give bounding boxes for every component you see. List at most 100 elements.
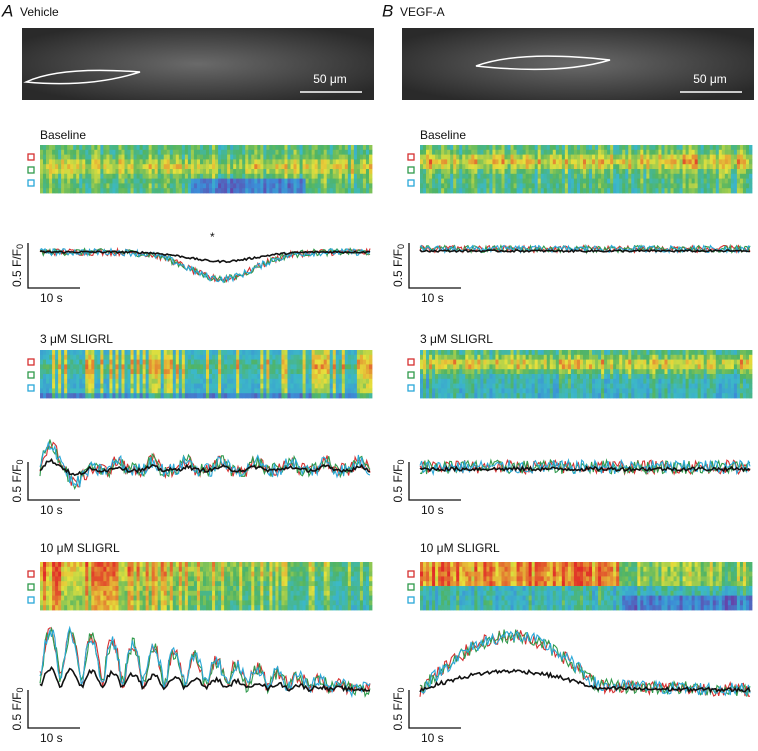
kymograph-pixel bbox=[281, 364, 284, 369]
kymograph-pixel bbox=[191, 605, 194, 610]
kymograph-pixel bbox=[97, 567, 100, 572]
kymograph-pixel bbox=[233, 384, 236, 389]
kymograph-pixel bbox=[269, 150, 272, 155]
kymograph-pixel bbox=[40, 159, 43, 164]
kymograph-pixel bbox=[291, 562, 294, 567]
kymograph-pixel bbox=[281, 384, 284, 389]
kymograph-pixel bbox=[520, 393, 523, 398]
kymograph-pixel bbox=[206, 159, 209, 164]
kymograph-pixel bbox=[149, 567, 152, 572]
kymograph-pixel bbox=[321, 369, 324, 374]
kymograph-pixel bbox=[480, 179, 483, 184]
kymograph-pixel bbox=[212, 576, 215, 581]
kymograph-pixel bbox=[254, 600, 257, 605]
kymograph-pixel bbox=[664, 164, 667, 169]
kymograph-pixel bbox=[79, 388, 82, 393]
kymograph-pixel bbox=[486, 174, 489, 179]
kymograph-pixel bbox=[224, 567, 227, 572]
kymograph-pixel bbox=[227, 388, 230, 393]
kymograph-pixel bbox=[58, 364, 61, 369]
kymograph-pixel bbox=[134, 174, 137, 179]
kymograph-pixel bbox=[511, 393, 514, 398]
kymograph-pixel bbox=[568, 360, 571, 365]
kymograph-pixel bbox=[345, 605, 348, 610]
kymograph-pixel bbox=[306, 379, 309, 384]
kymograph-pixel bbox=[227, 164, 230, 169]
kymograph-pixel bbox=[592, 145, 595, 150]
kymograph-pixel bbox=[206, 350, 209, 355]
kymograph-pixel bbox=[468, 393, 471, 398]
kymograph-pixel bbox=[559, 179, 562, 184]
kymograph-pixel bbox=[701, 155, 704, 160]
kymograph-pixel bbox=[646, 188, 649, 193]
kymograph-pixel bbox=[242, 155, 245, 160]
kymograph-pixel bbox=[209, 393, 212, 398]
kymograph-pixel bbox=[505, 179, 508, 184]
kymograph-pixel bbox=[680, 183, 683, 188]
kymograph-pixel bbox=[82, 369, 85, 374]
kymograph-pixel bbox=[182, 591, 185, 596]
kymograph-pixel bbox=[275, 350, 278, 355]
kymograph-pixel bbox=[64, 586, 67, 591]
kymograph-pixel bbox=[284, 596, 287, 601]
kymograph-pixel bbox=[363, 169, 366, 174]
kymograph-pixel bbox=[601, 174, 604, 179]
kymograph-pixel bbox=[459, 364, 462, 369]
kymograph-pixel bbox=[134, 374, 137, 379]
kymograph-pixel bbox=[571, 145, 574, 150]
kymograph-pixel bbox=[517, 188, 520, 193]
kymograph-pixel bbox=[456, 388, 459, 393]
kymograph-pixel bbox=[321, 600, 324, 605]
kymograph-pixel bbox=[236, 164, 239, 169]
kymograph-pixel bbox=[453, 379, 456, 384]
kymograph-pixel bbox=[85, 379, 88, 384]
kymograph-pixel bbox=[224, 164, 227, 169]
kymograph-pixel bbox=[294, 145, 297, 150]
kymograph-pixel bbox=[677, 145, 680, 150]
kymograph-pixel bbox=[498, 350, 501, 355]
kymograph-pixel bbox=[194, 581, 197, 586]
kymograph-pixel bbox=[523, 384, 526, 389]
kymograph-pixel bbox=[76, 164, 79, 169]
kymograph-pixel bbox=[109, 183, 112, 188]
kymograph-pixel bbox=[683, 183, 686, 188]
kymograph-pixel bbox=[215, 169, 218, 174]
kymograph-pixel bbox=[526, 164, 529, 169]
kymograph-pixel bbox=[112, 369, 115, 374]
kymograph-pixel bbox=[242, 169, 245, 174]
kymograph-pixel bbox=[115, 350, 118, 355]
kymograph-pixel bbox=[571, 174, 574, 179]
kymograph-pixel bbox=[40, 369, 43, 374]
kymograph-pixel bbox=[125, 393, 128, 398]
kymograph-pixel bbox=[143, 188, 146, 193]
kymograph-pixel bbox=[429, 145, 432, 150]
kymograph-pixel bbox=[366, 164, 369, 169]
kymograph-pixel bbox=[173, 591, 176, 596]
kymograph-pixel bbox=[532, 374, 535, 379]
kymograph-pixel bbox=[61, 360, 64, 365]
kymograph-pixel bbox=[215, 576, 218, 581]
kymograph-pixel bbox=[423, 374, 426, 379]
kymograph-pixel bbox=[336, 572, 339, 577]
kymograph-pixel bbox=[161, 388, 164, 393]
kymograph-pixel bbox=[128, 150, 131, 155]
kymograph-pixel bbox=[203, 350, 206, 355]
kymograph-pixel bbox=[49, 145, 52, 150]
kymograph-pixel bbox=[698, 169, 701, 174]
kymograph-pixel bbox=[218, 374, 221, 379]
time-scale-label: 10 s bbox=[40, 731, 63, 745]
kymograph-pixel bbox=[236, 179, 239, 184]
kymograph-pixel bbox=[278, 384, 281, 389]
kymograph-pixel bbox=[441, 364, 444, 369]
kymograph-pixel bbox=[79, 174, 82, 179]
kymograph-pixel bbox=[671, 188, 674, 193]
kymograph-pixel bbox=[541, 159, 544, 164]
kymograph-pixel bbox=[194, 596, 197, 601]
kymograph-pixel bbox=[363, 572, 366, 577]
kymograph-pixel bbox=[646, 169, 649, 174]
kymograph-pixel bbox=[294, 159, 297, 164]
kymograph-pixel bbox=[233, 179, 236, 184]
kymograph-pixel bbox=[97, 179, 100, 184]
kymograph-pixel bbox=[82, 150, 85, 155]
kymograph-pixel bbox=[640, 145, 643, 150]
